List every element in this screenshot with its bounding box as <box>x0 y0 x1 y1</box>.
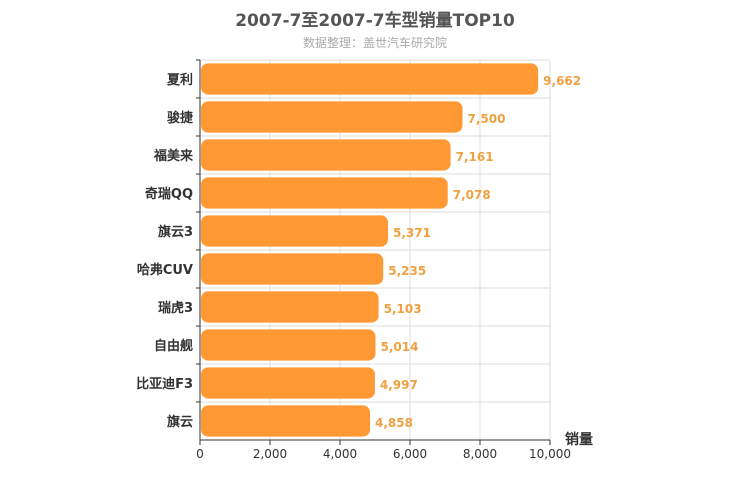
category-label: 福美来 <box>153 148 194 164</box>
category-label: 比亚迪F3 <box>136 376 193 392</box>
data-label: 4,858 <box>375 416 413 430</box>
category-label: 骏捷 <box>167 110 194 126</box>
data-label: 5,371 <box>393 226 431 240</box>
bar[interactable] <box>201 367 375 399</box>
x-tick-label: 8,000 <box>463 447 497 461</box>
category-label: 夏利 <box>166 72 193 88</box>
x-tick-label: 2,000 <box>253 447 287 461</box>
bar[interactable] <box>201 291 379 323</box>
x-tick-label: 6,000 <box>393 447 427 461</box>
bar[interactable] <box>201 139 451 171</box>
data-label: 4,997 <box>380 378 418 392</box>
category-label: 旗云 <box>167 414 193 430</box>
x-axis-label: 销量 <box>565 431 593 448</box>
data-label: 5,235 <box>388 264 426 278</box>
bar[interactable] <box>201 253 384 285</box>
category-label: 瑞虎3 <box>158 300 193 316</box>
bar[interactable] <box>201 101 463 133</box>
chart-title: 2007-7至2007-7车型销量TOP10 <box>235 11 515 31</box>
data-label: 7,161 <box>456 150 494 164</box>
bar[interactable] <box>201 405 371 437</box>
bar[interactable] <box>201 215 388 247</box>
bar[interactable] <box>201 177 448 209</box>
x-tick-label: 0 <box>196 447 204 461</box>
data-label: 5,014 <box>380 340 418 354</box>
bar[interactable] <box>201 63 539 95</box>
category-label: 旗云3 <box>158 224 193 240</box>
category-label: 哈弗CUV <box>137 262 193 278</box>
chart-subtitle: 数据整理：盖世汽车研究院 <box>302 36 447 50</box>
category-label: 奇瑞QQ <box>145 186 193 202</box>
category-label: 自由舰 <box>154 338 193 354</box>
data-label: 9,662 <box>543 74 581 88</box>
data-label: 7,500 <box>468 112 506 126</box>
x-tick-label: 4,000 <box>323 447 357 461</box>
x-tick-label: 10,000 <box>529 447 571 461</box>
data-label: 7,078 <box>453 188 491 202</box>
data-label: 5,103 <box>384 302 422 316</box>
bar[interactable] <box>201 329 376 361</box>
